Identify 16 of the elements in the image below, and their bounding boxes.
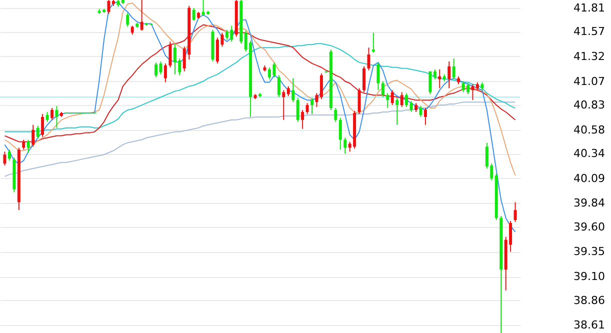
y-tick-label: 38.61	[574, 318, 605, 332]
y-tick-label: 40.34	[574, 147, 605, 160]
y-tick-label: 39.60	[574, 220, 605, 234]
y-tick-label: 39.35	[574, 245, 605, 258]
y-tick-label: 41.81	[574, 1, 605, 14]
y-tick-label: 41.07	[574, 74, 605, 88]
y-tick-label: 40.09	[574, 172, 605, 185]
y-tick-label: 40.58	[574, 123, 605, 136]
y-tick-label: 41.57	[574, 25, 605, 38]
line-series	[4, 2, 516, 176]
line-series	[4, 102, 516, 177]
y-tick-label: 38.86	[574, 294, 605, 307]
y-tick-label: 40.83	[574, 98, 605, 112]
y-tick-label: 41.32	[574, 50, 605, 63]
y-tick-label: 39.10	[574, 270, 605, 284]
y-tick-label: 39.84	[574, 196, 605, 210]
